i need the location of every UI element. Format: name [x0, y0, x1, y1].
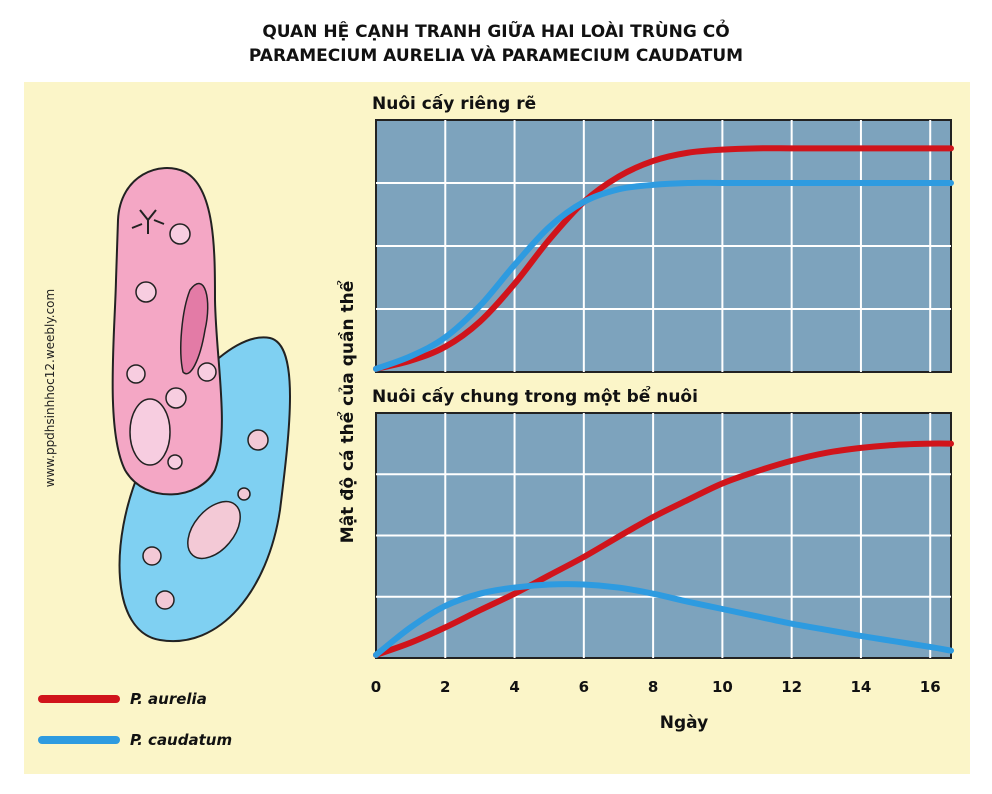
x-tick-labels: 0 2 4 6 8 10 12 14 16 [371, 678, 941, 696]
paramecium-aurelia-cell [111, 167, 223, 496]
legend-label-aurelia: P. aurelia [130, 690, 207, 708]
y-axis-label: Mật độ cá thể của quần thể [336, 280, 358, 543]
paramecium-illustration [111, 167, 291, 643]
legend-label-caudatum: P. caudatum [130, 731, 232, 749]
bottom-series-group [373, 440, 954, 658]
top-series-group [373, 145, 954, 372]
x-tick-label: 2 [440, 678, 450, 696]
bottom-series-line-aurelia [373, 440, 954, 658]
paramecium-caudatum-cell [118, 336, 291, 643]
x-tick-label: 14 [851, 678, 872, 696]
x-tick-label: 0 [371, 678, 381, 696]
x-tick-label: 16 [920, 678, 941, 696]
bottom-grid [376, 413, 951, 658]
x-tick-label: 6 [579, 678, 589, 696]
x-tick-label: 10 [712, 678, 733, 696]
x-tick-label: 8 [648, 678, 658, 696]
top-series-line-aurelia [373, 145, 954, 372]
x-tick-label: 12 [781, 678, 802, 696]
x-axis-label: Ngày [660, 713, 708, 733]
chart-title-line2: PARAMECIUM AURELIA VÀ PARAMECIUM CAUDATU… [248, 46, 744, 66]
x-tick-label: 4 [509, 678, 519, 696]
bottom-series-line-caudatum [373, 581, 954, 658]
bottom-panel-title: Nuôi cấy chung trong một bể nuôi [372, 385, 698, 407]
legend: P. aurelia P. caudatum [38, 690, 232, 749]
top-panel-title: Nuôi cấy riêng rẽ [372, 93, 536, 114]
top-series-line-caudatum [373, 179, 954, 372]
chart-title-line1: QUAN HỆ CẠNH TRANH GIỮA HAI LOÀI TRÙNG C… [262, 22, 730, 42]
